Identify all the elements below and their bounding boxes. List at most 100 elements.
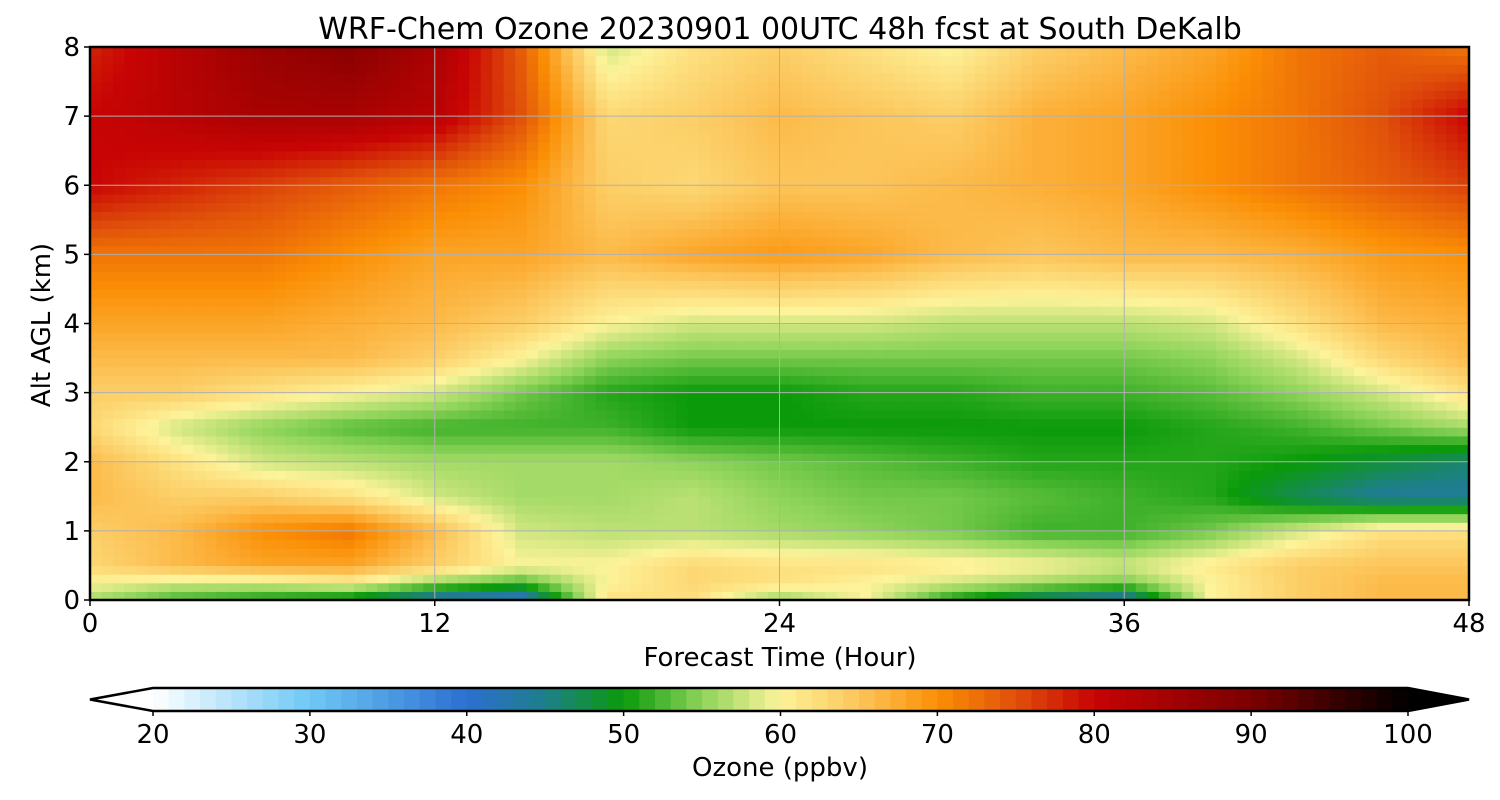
heatmap-cell (790, 332, 804, 342)
heatmap-cell (112, 280, 126, 290)
heatmap-cell (273, 349, 286, 359)
heatmap-cell (216, 444, 229, 454)
heatmap-cell (319, 193, 332, 204)
heatmap-cell (974, 254, 987, 264)
heatmap-cell (377, 219, 390, 230)
heatmap-cell (676, 548, 689, 558)
heatmap-cell (825, 453, 838, 463)
heatmap-cell (135, 401, 149, 411)
heatmap-cell (549, 167, 562, 178)
heatmap-cell (147, 522, 160, 532)
heatmap-cell (630, 513, 643, 523)
heatmap-cell (733, 219, 746, 230)
heatmap-cell (940, 470, 953, 480)
heatmap-cell (342, 254, 355, 264)
heatmap-cell (204, 444, 218, 454)
heatmap-cell (193, 548, 206, 558)
heatmap-cell (699, 349, 712, 359)
heatmap-cell (538, 193, 551, 204)
heatmap-cell (894, 401, 907, 411)
heatmap-cell (894, 64, 907, 74)
heatmap-cell (722, 98, 735, 109)
heatmap-cell (273, 263, 286, 273)
heatmap-cell (584, 479, 597, 489)
heatmap-cell (101, 72, 114, 83)
heatmap-cell (848, 461, 861, 471)
heatmap-cell (836, 556, 850, 567)
heatmap-cell (790, 116, 804, 126)
heatmap-cell (216, 124, 229, 135)
heatmap-cell (515, 72, 528, 83)
heatmap-cell (90, 142, 103, 152)
heatmap-cell (503, 202, 516, 212)
heatmap-cell (480, 349, 493, 359)
heatmap-cell (354, 401, 367, 411)
heatmap-cell (699, 366, 712, 376)
heatmap-cell (90, 574, 103, 584)
heatmap-cell (779, 530, 792, 541)
heatmap-cell (112, 150, 126, 160)
heatmap-cell (377, 245, 390, 255)
heatmap-cell (549, 55, 562, 65)
heatmap-cell (342, 193, 355, 204)
heatmap-cell (503, 375, 516, 385)
heatmap-cell (273, 245, 286, 255)
heatmap-cell (388, 219, 401, 230)
heatmap-cell (124, 565, 137, 575)
heatmap-cell (158, 185, 172, 195)
heatmap-cell (618, 90, 631, 100)
heatmap-cell (859, 47, 873, 57)
heatmap-cell (227, 470, 240, 480)
heatmap-cell (457, 185, 470, 195)
heatmap-cell (894, 81, 907, 91)
heatmap-cell (377, 582, 390, 592)
heatmap-cell (572, 401, 585, 411)
heatmap-cell (342, 176, 355, 186)
heatmap-cell (538, 306, 551, 316)
heatmap-cell (526, 409, 539, 420)
heatmap-cell (802, 55, 815, 65)
heatmap-cell (699, 64, 712, 74)
heatmap-cell (733, 280, 746, 290)
heatmap-cell (503, 64, 516, 74)
heatmap-cell (802, 159, 815, 169)
heatmap-cell (377, 548, 390, 558)
heatmap-cell (101, 142, 114, 152)
heatmap-cell (745, 366, 758, 376)
heatmap-cell (905, 133, 918, 143)
heatmap-cell (882, 142, 896, 152)
heatmap-cell (354, 314, 367, 325)
heatmap-cell (388, 461, 401, 471)
heatmap-cell (239, 133, 252, 143)
heatmap-cell (342, 504, 355, 515)
heatmap-cell (928, 185, 941, 195)
heatmap-cell (503, 271, 516, 281)
heatmap-cell (607, 142, 620, 152)
heatmap-cell (354, 297, 367, 307)
heatmap-cell (388, 47, 401, 57)
heatmap-cell (687, 530, 700, 541)
heatmap-cell (951, 366, 964, 376)
heatmap-cell (790, 340, 804, 351)
heatmap-cell (905, 72, 918, 83)
heatmap-cell (124, 90, 137, 100)
heatmap-cell (331, 358, 344, 368)
heatmap-cell (595, 55, 608, 65)
heatmap-cell (250, 47, 263, 57)
heatmap-cell (699, 358, 712, 368)
heatmap-cell (951, 245, 964, 255)
heatmap-cell (710, 530, 723, 541)
heatmap-cell (618, 392, 631, 402)
heatmap-cell (457, 314, 470, 325)
heatmap-cell (515, 383, 528, 394)
heatmap-cell (181, 548, 195, 558)
heatmap-cell (630, 392, 643, 402)
heatmap-cell (457, 64, 470, 74)
heatmap-cell (618, 323, 631, 333)
heatmap-cell (101, 90, 114, 100)
heatmap-cell (813, 487, 827, 497)
heatmap-cell (365, 72, 378, 83)
heatmap-cell (285, 392, 298, 402)
heatmap-cell (549, 107, 562, 117)
heatmap-cell (170, 366, 183, 376)
